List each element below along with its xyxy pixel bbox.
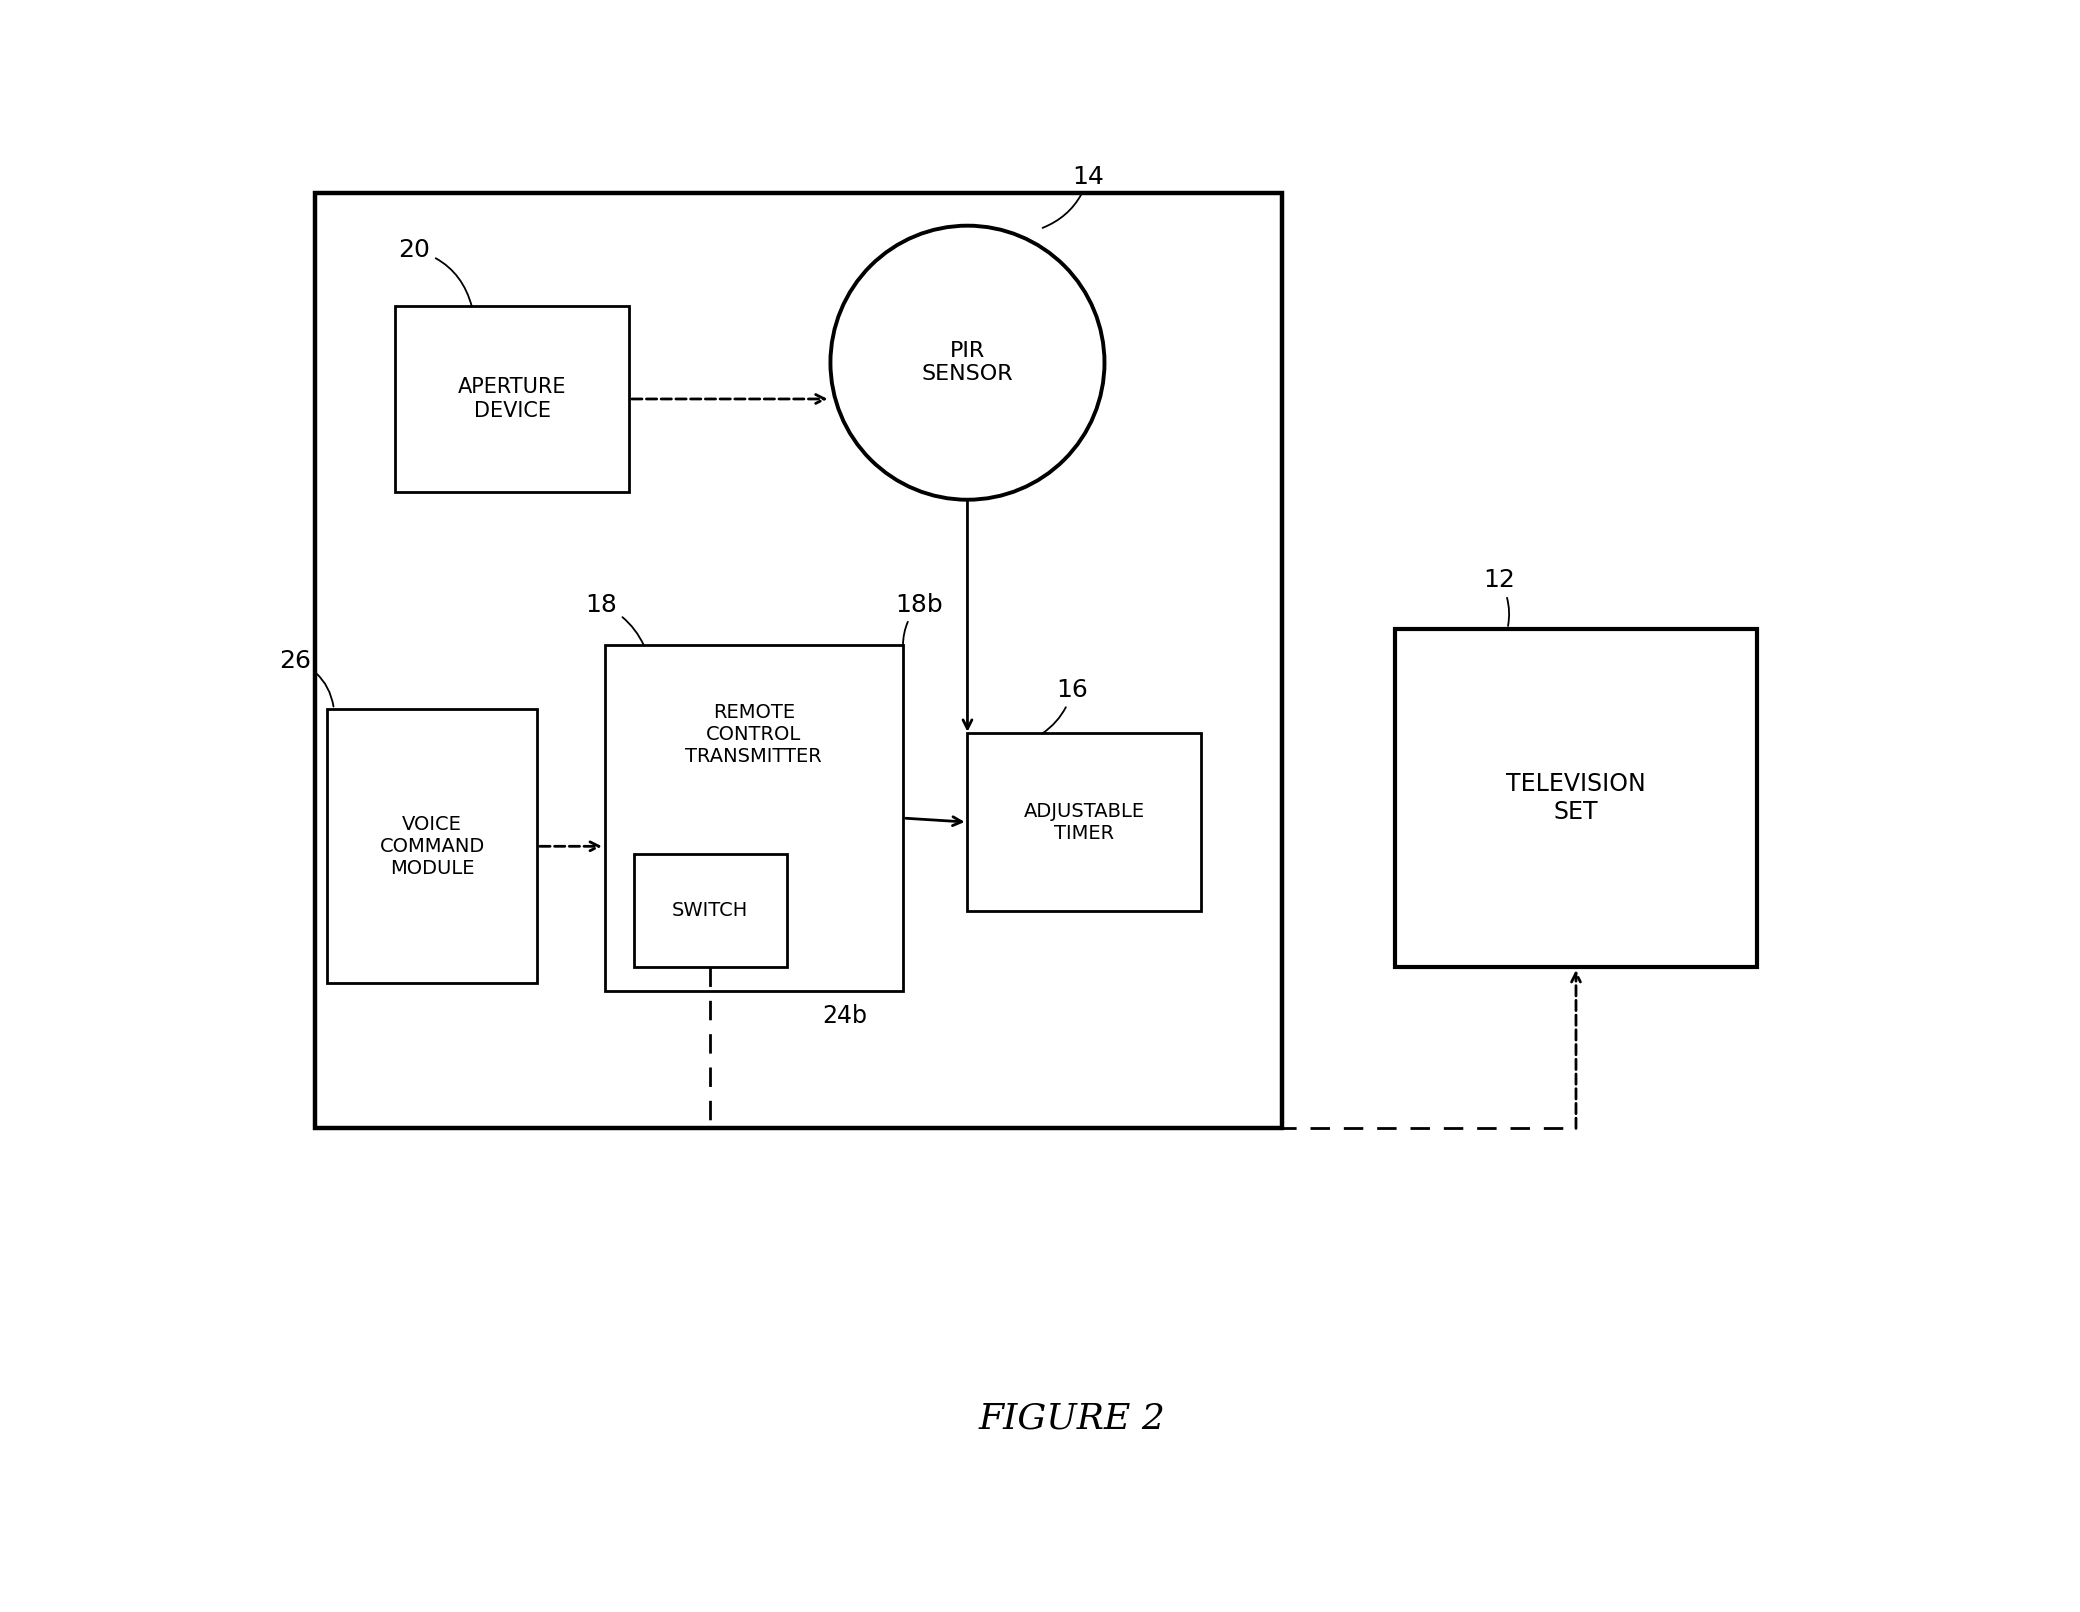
Bar — [634, 854, 786, 967]
Text: APERTURE
DEVICE: APERTURE DEVICE — [458, 377, 566, 421]
Text: 20: 20 — [399, 239, 472, 306]
Circle shape — [830, 226, 1104, 500]
Text: ADJUSTABLE
TIMER: ADJUSTABLE TIMER — [1023, 801, 1144, 843]
Bar — [605, 645, 903, 991]
Bar — [314, 193, 1281, 1128]
Text: 26: 26 — [279, 650, 333, 706]
Bar — [327, 709, 537, 983]
Text: SWITCH: SWITCH — [672, 901, 749, 920]
Text: 18b: 18b — [894, 593, 942, 645]
Text: 12: 12 — [1483, 569, 1516, 625]
Text: REMOTE
CONTROL
TRANSMITTER: REMOTE CONTROL TRANSMITTER — [686, 703, 822, 766]
Text: 14: 14 — [1042, 166, 1104, 227]
Bar — [395, 306, 628, 492]
Text: FIGURE 2: FIGURE 2 — [980, 1401, 1165, 1436]
Text: TELEVISION
SET: TELEVISION SET — [1506, 772, 1645, 824]
Text: 24b: 24b — [822, 1004, 867, 1027]
Bar — [1394, 629, 1758, 967]
Text: PIR
SENSOR: PIR SENSOR — [921, 342, 1013, 384]
Text: 16: 16 — [1042, 679, 1088, 733]
Bar — [967, 733, 1202, 911]
Text: 18: 18 — [587, 593, 645, 645]
Text: VOICE
COMMAND
MODULE: VOICE COMMAND MODULE — [381, 814, 485, 879]
